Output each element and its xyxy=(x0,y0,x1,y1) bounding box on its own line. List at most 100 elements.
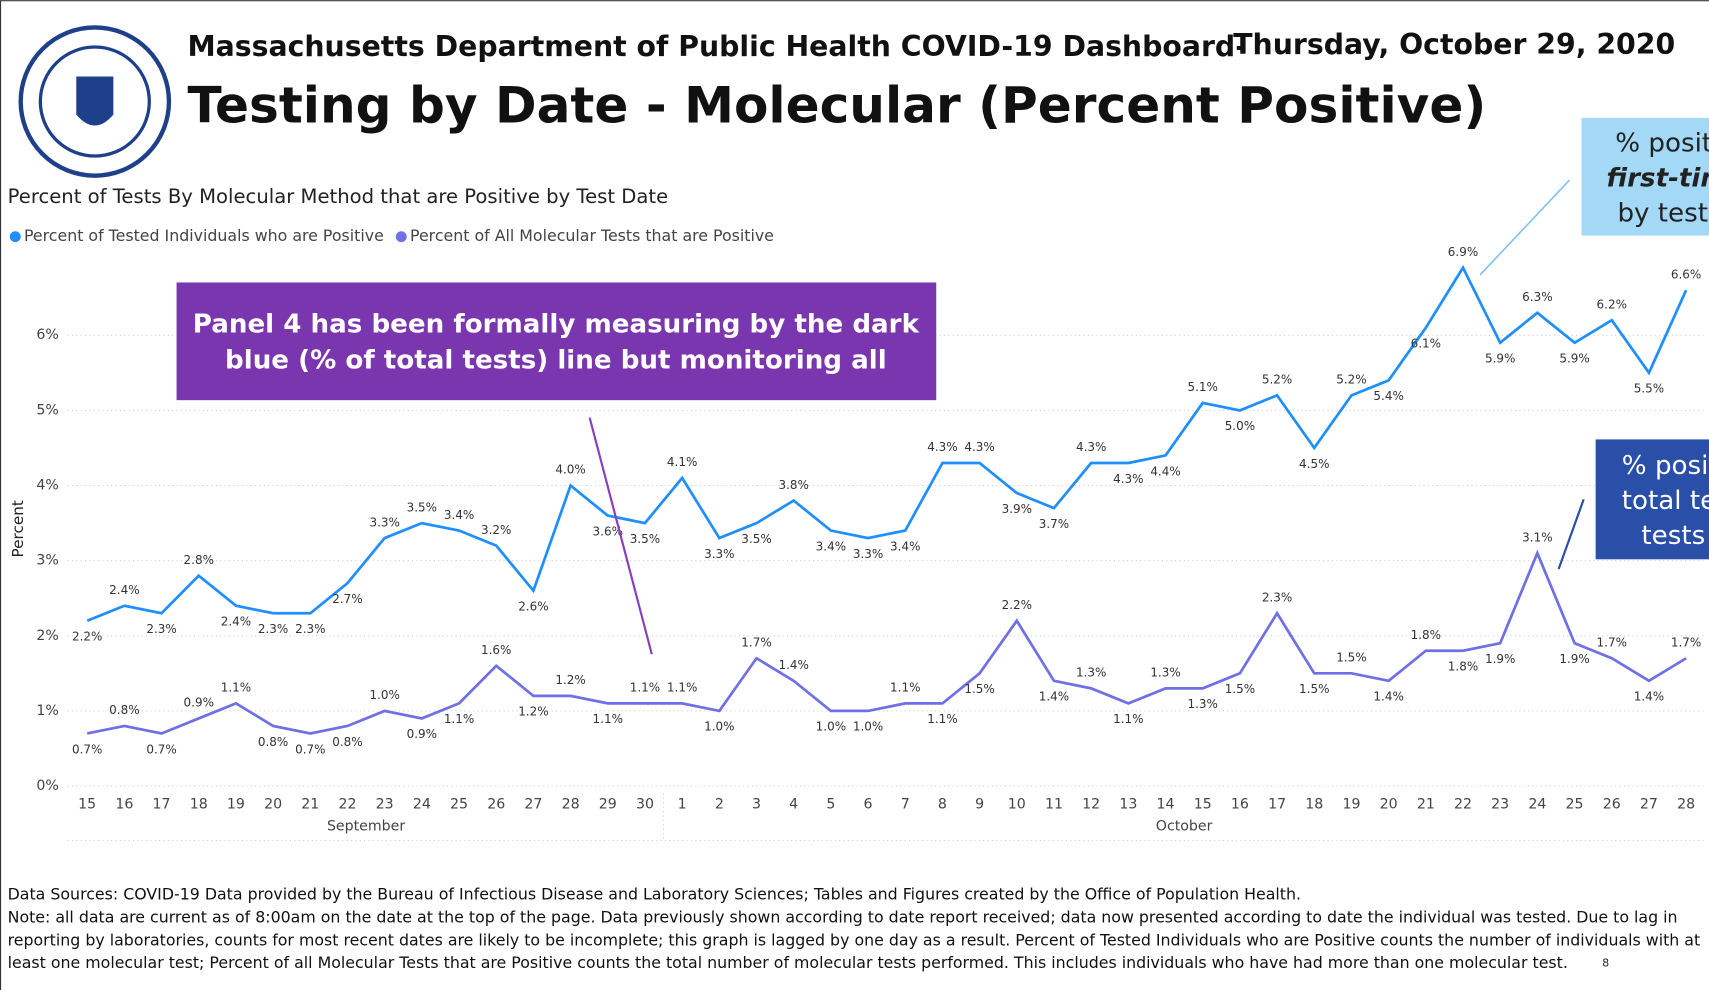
data-label: 2.8% xyxy=(184,553,214,567)
data-label: 2.4% xyxy=(109,583,139,597)
x-tick-label: 13 xyxy=(1119,797,1137,813)
x-tick-label: 29 xyxy=(599,797,617,813)
x-tick-label: 7 xyxy=(901,797,910,813)
x-tick-label: 27 xyxy=(524,797,542,813)
data-label: 1.1% xyxy=(630,681,660,695)
data-label: 1.7% xyxy=(1597,636,1627,650)
data-label: 2.3% xyxy=(1262,590,1292,604)
data-label: 3.3% xyxy=(369,515,399,529)
x-tick-label: 4 xyxy=(789,797,798,813)
data-label: 1.3% xyxy=(1188,697,1218,711)
series-line xyxy=(86,549,1687,735)
x-tick-label: 26 xyxy=(487,797,505,813)
x-tick-label: 25 xyxy=(450,797,468,813)
y-tick-label: 6% xyxy=(36,327,58,343)
x-tick-label: 25 xyxy=(1566,797,1584,813)
x-tick-label: 14 xyxy=(1157,797,1175,813)
data-label: 3.4% xyxy=(890,539,920,553)
y-axis-label: Percent xyxy=(9,500,27,557)
x-tick-label: 19 xyxy=(1342,797,1360,813)
annotations: Panel 4 has been formally measuring by t… xyxy=(176,117,1709,655)
x-tick-label: 21 xyxy=(1417,797,1435,813)
data-label: 1.6% xyxy=(481,643,511,657)
data-label: 6.9% xyxy=(1448,245,1478,259)
x-tick-label: 22 xyxy=(1454,797,1472,813)
data-label: 1.4% xyxy=(1039,690,1069,704)
x-tick-label: 21 xyxy=(301,797,319,813)
data-label: 2.3% xyxy=(146,622,176,636)
x-tick-label: 17 xyxy=(1268,797,1286,813)
data-label: 0.9% xyxy=(407,727,437,741)
data-label: 1.5% xyxy=(1225,682,1255,696)
data-label: 5.2% xyxy=(1262,373,1292,387)
data-label: 3.4% xyxy=(444,508,474,522)
data-label: 1.1% xyxy=(221,681,251,695)
data-label: 6.3% xyxy=(1522,290,1552,304)
data-label: 1.8% xyxy=(1448,660,1478,674)
data-label: 1.5% xyxy=(1299,682,1329,696)
data-label: 1.1% xyxy=(667,681,697,695)
y-tick-label: 5% xyxy=(36,402,58,418)
total-box xyxy=(1595,439,1709,560)
data-label: 3.2% xyxy=(481,523,511,537)
month-label: October xyxy=(1156,818,1213,834)
data-label: 3.5% xyxy=(741,532,771,546)
data-label: 6.2% xyxy=(1597,297,1627,311)
panel-box xyxy=(176,282,937,401)
data-label: 3.5% xyxy=(407,500,437,514)
x-tick-label: 2 xyxy=(715,797,724,813)
data-label: 4.1% xyxy=(667,455,697,469)
data-label: 1.2% xyxy=(518,705,548,719)
x-tick-label: 16 xyxy=(115,797,133,813)
x-tick-label: 17 xyxy=(153,797,171,813)
data-label: 1.4% xyxy=(1634,690,1664,704)
legend: Percent of Tested Individuals who are Po… xyxy=(9,226,774,245)
plot: 0%1%2%3%4%5%6%15 16 17 18 19 20 21 22 23 24 25 26 27… xyxy=(36,245,1706,842)
total-text: total te xyxy=(1622,486,1709,516)
legend-marker xyxy=(9,231,21,243)
legend-label: Percent of Tested Individuals who are Po… xyxy=(24,226,384,245)
x-tick-label: 11 xyxy=(1045,797,1063,813)
data-label: 0.8% xyxy=(332,735,362,749)
data-label: 2.2% xyxy=(1002,598,1032,612)
x-tick-label: 22 xyxy=(338,797,356,813)
x-tick-label: 20 xyxy=(1380,797,1398,813)
data-label: 1.0% xyxy=(816,720,846,734)
data-label: 1.3% xyxy=(1076,666,1106,680)
panel-text: Panel 4 has been formally measuring by t… xyxy=(193,309,920,339)
x-tick-label: 26 xyxy=(1603,797,1621,813)
data-label: 1.0% xyxy=(704,720,734,734)
data-label: 1.7% xyxy=(1671,636,1701,650)
footer-line: reporting by laboratories, counts for mo… xyxy=(8,930,1701,949)
data-label: 4.3% xyxy=(1076,440,1106,454)
data-label: 1.1% xyxy=(1113,712,1143,726)
total-text: % posi xyxy=(1622,451,1709,481)
data-label: 1.1% xyxy=(890,681,920,695)
data-label: 0.7% xyxy=(146,742,176,756)
x-tick-label: 30 xyxy=(636,797,654,813)
x-tick-label: 12 xyxy=(1082,797,1100,813)
data-label: 0.7% xyxy=(72,742,102,756)
agency: Massachusetts Department of Public Healt… xyxy=(187,30,1247,63)
data-label: 0.7% xyxy=(295,742,325,756)
x-tick-label: 20 xyxy=(264,797,282,813)
data-label: 5.4% xyxy=(1373,389,1403,403)
data-label: 3.3% xyxy=(853,547,883,561)
footer-line: least one molecular test; Percent of all… xyxy=(8,953,1568,972)
data-label: 5.9% xyxy=(1485,352,1515,366)
data-label: 2.3% xyxy=(295,622,325,636)
individuals-text: % posit xyxy=(1615,129,1709,159)
x-tick-label: 28 xyxy=(562,797,580,813)
data-label: 4.4% xyxy=(1150,464,1180,478)
data-label: 1.4% xyxy=(778,658,808,672)
x-tick-label: 8 xyxy=(938,797,947,813)
page-number: 8 xyxy=(1602,957,1609,970)
data-label: 5.9% xyxy=(1559,352,1589,366)
data-label: 5.0% xyxy=(1225,419,1255,433)
data-label: 1.5% xyxy=(1336,651,1366,665)
x-tick-label: 16 xyxy=(1231,797,1249,813)
page-title: Testing by Date - Molecular (Percent Pos… xyxy=(187,76,1486,135)
date: Thursday, October 29, 2020 xyxy=(1233,28,1675,61)
data-label: 0.8% xyxy=(109,703,139,717)
